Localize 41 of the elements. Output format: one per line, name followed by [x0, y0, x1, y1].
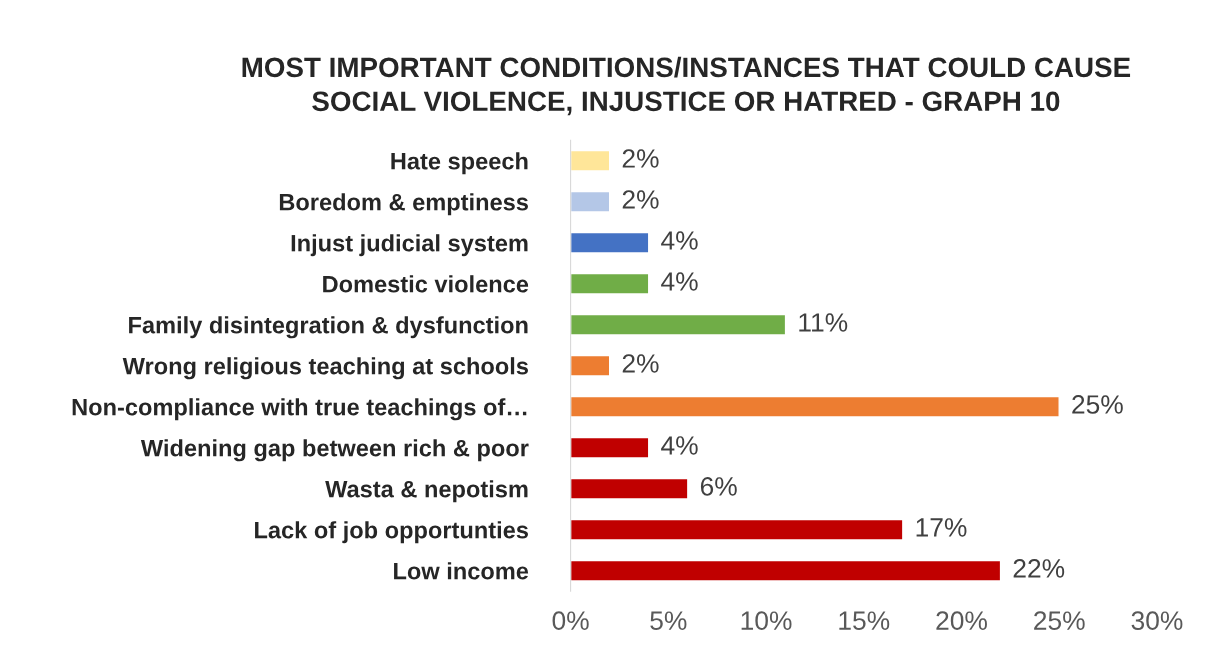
x-tick-label: 25%: [1034, 611, 1085, 631]
bar: [570, 231, 650, 254]
bar: [570, 313, 787, 336]
bar: [570, 518, 904, 541]
x-tick-label: 15%: [839, 611, 890, 631]
data-label: 2%: [622, 190, 659, 209]
x-tick-label: 20%: [936, 611, 987, 631]
data-label: 11%: [799, 313, 848, 332]
bar: [570, 272, 650, 295]
data-label: 22%: [1013, 559, 1065, 578]
bar: [570, 559, 1002, 582]
bar: [570, 354, 611, 377]
y-tick-label: Domestic violence: [323, 275, 529, 293]
data-label: 25%: [1072, 395, 1123, 414]
x-tick-label: 5%: [650, 611, 687, 631]
x-tick-label: 10%: [741, 611, 792, 631]
y-tick-label: Hate speech: [391, 152, 528, 175]
y-tick-label: Low income: [394, 562, 529, 580]
data-label: 4%: [661, 231, 698, 250]
data-label: 4%: [661, 436, 698, 455]
bar: [570, 436, 650, 459]
bar: [570, 190, 611, 213]
bar: [570, 477, 689, 500]
y-tick-label: Non-compliance with true teachings of…: [72, 398, 527, 421]
y-tick-label: Lack of job opportunties: [255, 521, 528, 544]
data-label: 17%: [916, 518, 967, 537]
data-label: 6%: [700, 477, 737, 496]
y-tick-label: Injust judicial system: [291, 234, 528, 257]
bar: [570, 149, 611, 172]
x-tick-label: 0%: [552, 611, 589, 631]
bar: [570, 395, 1060, 418]
data-label: 4%: [661, 272, 698, 291]
y-tick-label: Widening gap between rich & poor: [140, 439, 529, 462]
y-tick-label: Family disintegration & dysfunction: [129, 316, 528, 339]
data-label: 2%: [622, 354, 659, 373]
y-tick-label: Wrong religious teaching at schools: [122, 357, 528, 380]
y-tick-label: Boredom & emptiness: [279, 193, 528, 216]
chart-title: MOST IMPORTANT CONDITIONS/INSTANCES THAT COULD CAUSE SOCIAL VIOLENCE, INJUSTICE OR HATRED - GRAPH 10: [242, 56, 1131, 116]
x-tick-label: 30%: [1131, 611, 1183, 631]
y-tick-label: Wasta & nepotism: [325, 480, 528, 503]
data-label: 2%: [622, 149, 659, 168]
